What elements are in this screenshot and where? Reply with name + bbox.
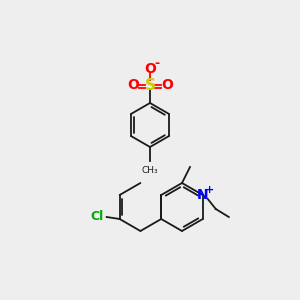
Text: O: O bbox=[127, 78, 139, 92]
Text: O: O bbox=[144, 62, 156, 76]
Text: S: S bbox=[145, 77, 155, 92]
Text: Cl: Cl bbox=[90, 211, 103, 224]
Text: O: O bbox=[161, 78, 173, 92]
Text: -: - bbox=[154, 58, 160, 70]
Text: CH₃: CH₃ bbox=[142, 166, 158, 175]
Text: N: N bbox=[197, 188, 208, 202]
Text: +: + bbox=[205, 185, 214, 195]
